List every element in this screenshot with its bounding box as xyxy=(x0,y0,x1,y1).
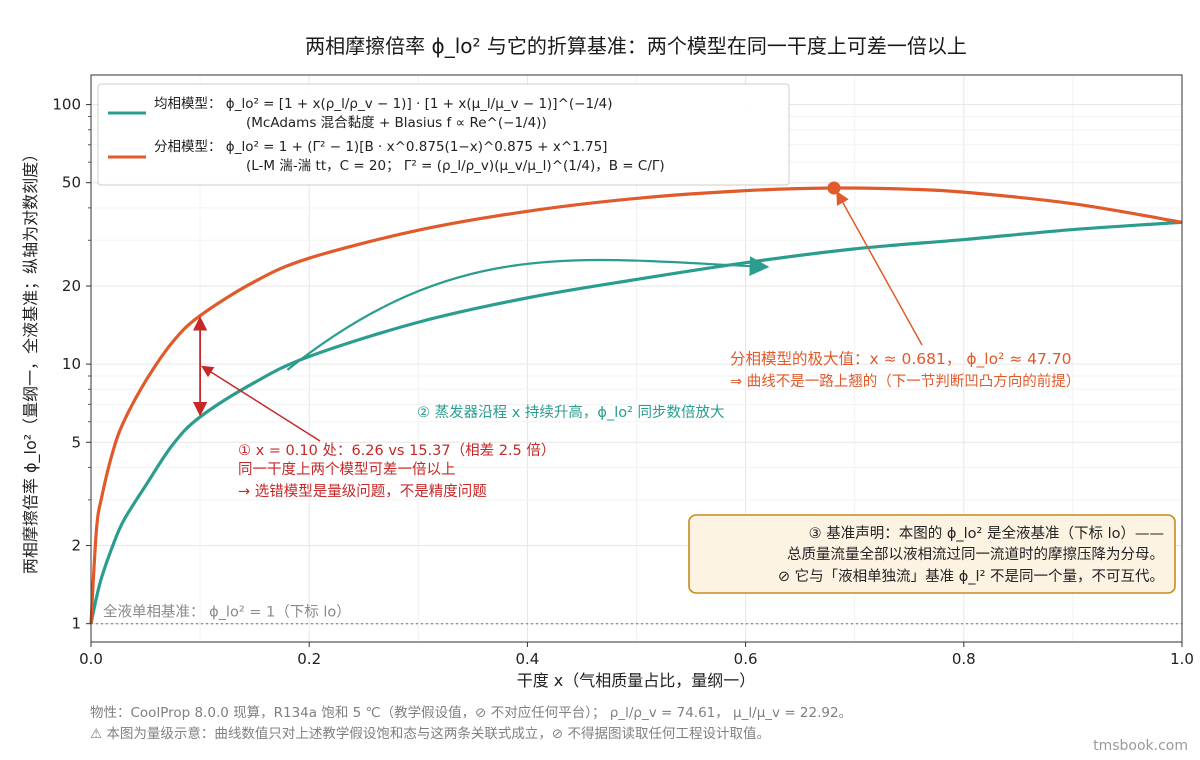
note1-text: ① x = 0.10 处：6.26 vs 15.37（相差 2.5 倍） 同一干… xyxy=(238,442,555,500)
y-tick-label: 50 xyxy=(62,174,81,192)
note3-box: ③ 基准声明：本图的 ϕ_lo² 是全液基准（下标 lo）—— 总质量流量全部以… xyxy=(688,514,1176,594)
annotation-group xyxy=(192,190,923,442)
legend-box xyxy=(97,83,790,186)
x-tick-label: 0.6 xyxy=(734,650,758,668)
note4-text: 分相模型的极大值：x ≈ 0.681， ϕ_lo² ≈ 47.70 ⇒ 曲线不是… xyxy=(730,350,1080,390)
footer-line1: 物性：CoolProp 8.0.0 现算，R134a 饱和 5 ℃（教学假设值，… xyxy=(90,704,852,721)
x-tick-label: 0.8 xyxy=(952,650,976,668)
y-tick-label: 2 xyxy=(71,537,81,555)
y-tick-label: 5 xyxy=(71,433,81,451)
legend-label-separated: 分相模型： ϕ_lo² = 1 + (Γ² − 1)[B · x^0.875(1… xyxy=(154,139,607,155)
note3-line3: ⊘ 它与「液相单独流」基准 ϕ_l² 不是同一个量，不可互代。 xyxy=(778,567,1164,585)
axis-ticks: 0.0 0.2 0.4 0.6 0.8 1.0 1 2 5 10 20 50 100 xyxy=(52,96,1194,668)
legend-label-separated-note: (L-M 湍-湍 tt，C = 20； Γ² = (ρ_l/ρ_v)(μ_v/μ… xyxy=(246,158,665,174)
y-tick-label: 20 xyxy=(62,277,81,295)
note1-line1: ① x = 0.10 处：6.26 vs 15.37（相差 2.5 倍） xyxy=(238,442,555,459)
legend-label-homogeneous-note: (McAdams 混合黏度 + Blasius f ∝ Re^(−1/4)) xyxy=(246,115,547,131)
note1-line3: → 选错模型是量级问题，不是精度问题 xyxy=(238,483,487,500)
y-tick-label: 100 xyxy=(52,96,81,114)
note1-pointer xyxy=(201,365,321,442)
y-tick-label: 10 xyxy=(62,355,81,373)
series-line-separated xyxy=(89,186,1183,624)
series-line-homogeneous xyxy=(89,220,1183,625)
y-tick-label: 1 xyxy=(71,615,81,633)
note4-pointer xyxy=(836,190,923,346)
plot-frame xyxy=(90,74,1183,643)
series-group xyxy=(89,181,1183,625)
note2-text: ② 蒸发器沿程 x 持续升高，ϕ_lo² 同步数倍放大 xyxy=(417,404,725,421)
x-tick-label: 0.2 xyxy=(297,650,321,668)
x-tick-label: 1.0 xyxy=(1170,650,1194,668)
legend-label-homogeneous: 均相模型： ϕ_lo² = [1 + x(ρ_l/ρ_v − 1)] · [1 … xyxy=(154,96,612,112)
y-axis-label: 两相摩擦倍率 ϕ_lo²（量纲一，全液基准；纵轴为对数刻度） xyxy=(21,146,41,574)
baseline-group: 全液单相基准： ϕ_lo² = 1（下标 lo） xyxy=(91,603,1182,625)
note4-line2: ⇒ 曲线不是一路上翘的（下一节判断凹凸方向的前提） xyxy=(730,373,1080,390)
note3-frame xyxy=(688,514,1176,594)
note3-line2: 总质量流量全部以液相流过同一流道时的摩擦压降为分母。 xyxy=(787,545,1164,563)
legend: 均相模型： ϕ_lo² = [1 + x(ρ_l/ρ_v − 1)] · [1 … xyxy=(97,83,790,186)
x-tick-label: 0.4 xyxy=(515,650,539,668)
chart-title: 两相摩擦倍率 ϕ_lo² 与它的折算基准：两个模型在同一干度上可差一倍以上 xyxy=(305,34,967,58)
footer-line2: ⚠ 本图为量级示意：曲线数值只对上述教学假设饱和态与这两条关联式成立，⊘ 不得据… xyxy=(90,725,770,742)
baseline-label: 全液单相基准： ϕ_lo² = 1（下标 lo） xyxy=(103,603,351,621)
note3-line1: ③ 基准声明：本图的 ϕ_lo² 是全液基准（下标 lo）—— xyxy=(809,524,1164,542)
x-axis-label: 干度 x（气相质量占比，量纲一） xyxy=(517,671,756,690)
note1-line2: 同一干度上两个模型可差一倍以上 xyxy=(238,461,456,478)
note2-arrow xyxy=(286,256,770,371)
max-point-marker xyxy=(827,181,841,195)
note4-line1: 分相模型的极大值：x ≈ 0.681， ϕ_lo² ≈ 47.70 xyxy=(730,350,1072,369)
x-tick-label: 0.0 xyxy=(79,650,103,668)
watermark: tmsbook.com xyxy=(1093,738,1188,754)
